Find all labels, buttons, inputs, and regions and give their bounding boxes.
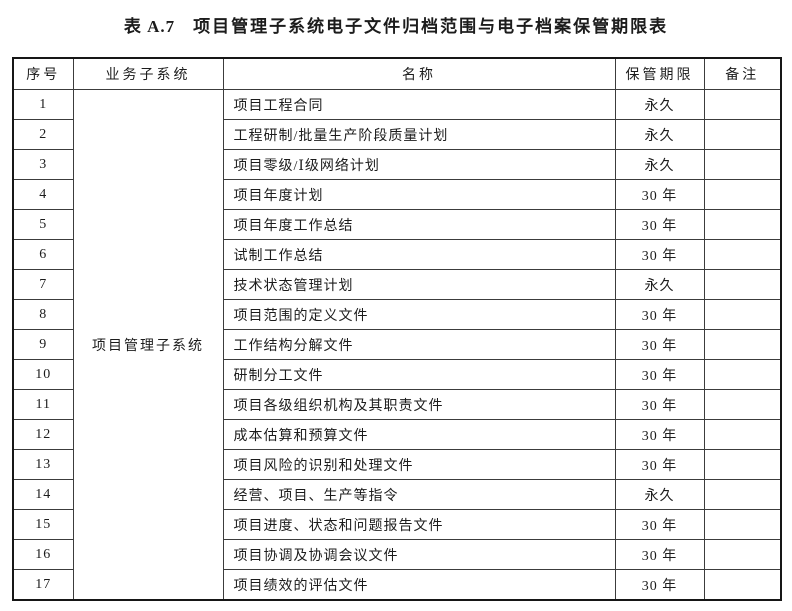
file-name-cell: 工程研制/批量生产阶段质量计划 [222,119,616,150]
file-name-cell: 研制分工文件 [222,359,616,390]
retention-period-cell: 30 年 [614,329,705,360]
serial-number-cell: 17 [12,569,74,601]
retention-period-cell: 30 年 [614,359,705,390]
serial-number-cell: 11 [12,389,74,420]
retention-period-cell: 30 年 [614,569,705,601]
file-name-cell: 技术状态管理计划 [222,269,616,300]
file-name-cell: 项目范围的定义文件 [222,299,616,330]
table-body: 1 项目管理子系统 项目工程合同 永久 2 工程研制/批量生产阶段质量计划 永久 … [12,89,782,601]
file-name-cell: 项目年度工作总结 [222,209,616,240]
remarks-cell [703,299,782,330]
serial-number-cell: 10 [12,359,74,390]
remarks-cell [703,269,782,300]
remarks-cell [703,359,782,390]
file-name-cell: 工作结构分解文件 [222,329,616,360]
remarks-cell [703,509,782,540]
file-name-cell: 项目工程合同 [222,89,616,120]
serial-number-cell: 7 [12,269,74,300]
header-remarks: 备注 [703,57,782,90]
serial-number-cell: 14 [12,479,74,510]
remarks-cell [703,239,782,270]
table-row: 11 项目各级组织机构及其职责文件 30 年 [12,389,782,420]
table-title-text: 项目管理子系统电子文件归档范围与电子档案保管期限表 [193,17,669,36]
business-subsystem-cell: 项目管理子系统 [72,89,224,601]
file-name-cell: 项目进度、状态和问题报告文件 [222,509,616,540]
serial-number-cell: 6 [12,239,74,270]
retention-period-cell: 30 年 [614,299,705,330]
serial-number-cell: 15 [12,509,74,540]
retention-period-cell: 永久 [614,119,705,150]
table-row: 7 技术状态管理计划 永久 [12,269,782,300]
retention-period-cell: 30 年 [614,539,705,570]
serial-number-cell: 2 [12,119,74,150]
remarks-cell [703,539,782,570]
table-row: 15 项目进度、状态和问题报告文件 30 年 [12,509,782,540]
remarks-cell [703,329,782,360]
file-name-cell: 项目年度计划 [222,179,616,210]
retention-period-cell: 30 年 [614,419,705,450]
serial-number-cell: 13 [12,449,74,480]
table-row: 16 项目协调及协调会议文件 30 年 [12,539,782,570]
header-business-subsystem: 业务子系统 [72,57,224,90]
retention-period-cell: 30 年 [614,179,705,210]
retention-period-cell: 永久 [614,149,705,180]
retention-period-cell: 30 年 [614,209,705,240]
serial-number-cell: 4 [12,179,74,210]
remarks-cell [703,209,782,240]
table-row: 4 项目年度计划 30 年 [12,179,782,210]
retention-period-cell: 30 年 [614,239,705,270]
serial-number-cell: 16 [12,539,74,570]
retention-period-cell: 30 年 [614,509,705,540]
retention-period-cell: 永久 [614,269,705,300]
table-row: 10 研制分工文件 30 年 [12,359,782,390]
remarks-cell [703,149,782,180]
serial-number-cell: 12 [12,419,74,450]
retention-period-cell: 30 年 [614,389,705,420]
table-row: 1 项目管理子系统 项目工程合同 永久 [12,89,782,601]
file-name-cell: 项目绩效的评估文件 [222,569,616,601]
file-name-cell: 项目零级/Ⅰ级网络计划 [222,149,616,180]
retention-period-cell: 永久 [614,89,705,120]
table-title: 表 A.7 项目管理子系统电子文件归档范围与电子档案保管期限表 [0,12,792,37]
file-name-cell: 经营、项目、生产等指令 [222,479,616,510]
file-name-cell: 成本估算和预算文件 [222,419,616,450]
retention-period-cell: 永久 [614,479,705,510]
retention-period-cell: 30 年 [614,449,705,480]
table-row: 12 成本估算和预算文件 30 年 [12,419,782,450]
remarks-cell [703,89,782,120]
remarks-cell [703,569,782,601]
serial-number-cell: 8 [12,299,74,330]
table-header-row: 序号 业务子系统 名称 保管期限 备注 [12,57,782,90]
header-retention-period: 保管期限 [614,57,705,90]
serial-number-cell: 1 [12,89,74,120]
table-row: 17 项目绩效的评估文件 30 年 [12,569,782,601]
remarks-cell [703,119,782,150]
serial-number-cell: 5 [12,209,74,240]
file-name-cell: 项目协调及协调会议文件 [222,539,616,570]
serial-number-cell: 3 [12,149,74,180]
table-title-label: 表 A.7 [123,17,176,36]
serial-number-cell: 9 [12,329,74,360]
file-name-cell: 试制工作总结 [222,239,616,270]
retention-schedule-table: 序号 业务子系统 名称 保管期限 备注 1 项目管理子系统 项目工程合同 永久 2… [12,57,782,601]
table-row: 3 项目零级/Ⅰ级网络计划 永久 [12,149,782,180]
file-name-cell: 项目各级组织机构及其职责文件 [222,389,616,420]
header-file-name: 名称 [222,57,616,90]
remarks-cell [703,479,782,510]
remarks-cell [703,179,782,210]
remarks-cell [703,389,782,420]
file-name-cell: 项目风险的识别和处理文件 [222,449,616,480]
remarks-cell [703,419,782,450]
header-serial-number: 序号 [12,57,74,90]
remarks-cell [703,449,782,480]
table-row: 6 试制工作总结 30 年 [12,239,782,270]
table-row: 14 经营、项目、生产等指令 永久 [12,479,782,510]
